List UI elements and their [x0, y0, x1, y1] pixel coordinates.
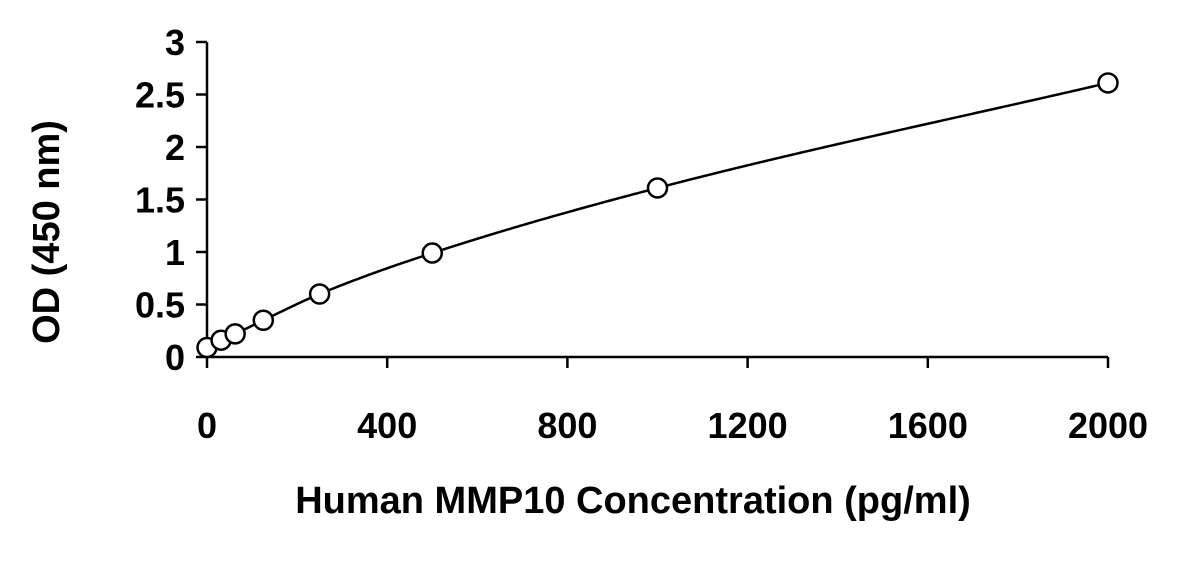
y-tick-label: 0	[165, 337, 185, 378]
y-tick-label: 1.5	[135, 180, 185, 221]
y-tick-label: 0.5	[135, 285, 185, 326]
x-tick-label: 1600	[888, 405, 968, 446]
x-tick-label: 2000	[1068, 405, 1148, 446]
data-point	[421, 242, 443, 264]
fit-curve	[206, 81, 1109, 349]
x-tick-label: 0	[197, 405, 217, 446]
x-tick-label: 800	[537, 405, 597, 446]
x-tick-label: 400	[357, 405, 417, 446]
y-tick-label: 2	[165, 127, 185, 168]
data-points-layer	[196, 72, 1119, 359]
fit-curve-layer	[206, 81, 1109, 349]
x-axis-title: Human MMP10 Concentration (pg/ml)	[295, 480, 971, 522]
data-point	[308, 283, 331, 305]
axes	[196, 40, 1110, 368]
y-tick-label: 2.5	[135, 75, 185, 116]
y-axis-title: OD (450 nm)	[26, 120, 68, 344]
data-point	[224, 323, 246, 345]
x-tick-labels: 0 400 800 1200 1600 2000	[197, 405, 1148, 446]
data-point	[1097, 72, 1119, 94]
x-tick-label: 1200	[708, 405, 788, 446]
y-tick-labels: 0 0.5 1 1.5 2 2.5 3	[135, 22, 185, 378]
y-tick-label: 3	[165, 22, 185, 63]
data-point	[252, 309, 275, 331]
y-tick-label: 1	[165, 232, 185, 273]
data-point	[646, 177, 669, 199]
